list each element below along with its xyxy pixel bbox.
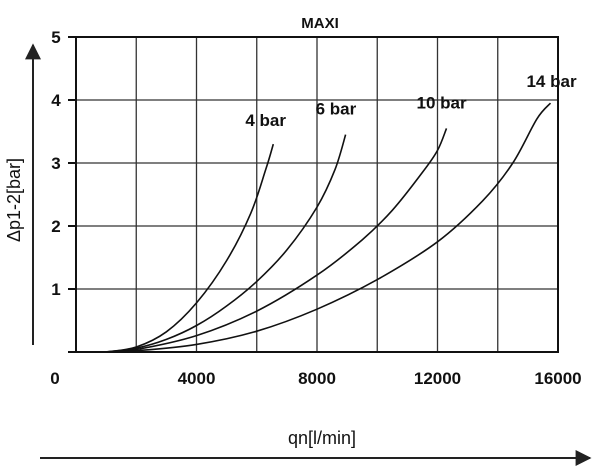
series-label: 14 bar [526,72,576,91]
x-tick-label: 8000 [298,369,336,388]
series-line-14-bar [106,102,552,353]
plot-border [75,36,559,353]
x-tick-label: 12000 [414,369,461,388]
labels: MAXI qn[l/min] Δp1-2[bar] [4,15,356,448]
series-label: 4 bar [245,111,286,130]
grid [76,37,558,352]
series-line-6-bar [106,134,347,353]
series-label: 6 bar [316,100,357,119]
chart-title: MAXI [301,15,339,32]
y-tick-label: 1 [51,280,60,299]
series-label: 10 bar [417,93,467,112]
x-axis-label: qn[l/min] [288,428,356,448]
plot-frame [68,36,559,353]
series-line-4-bar [105,143,275,353]
series-line-10-bar [106,128,448,353]
y-tick-label: 2 [51,217,60,236]
x-tick-label: 16000 [534,369,581,388]
curves: 4 bar 6 bar 10 bar 14 bar [105,72,577,353]
y-tick-label: 3 [51,154,60,173]
y-tick-label: 5 [51,28,60,47]
y-tick-label: 4 [51,91,61,110]
y-axis-label: Δp1-2[bar] [4,158,24,242]
x-tick-label: 4000 [178,369,216,388]
x-tick-label: 0 [50,369,59,388]
tick-labels: 0 4000 8000 12000 16000 1 2 3 4 5 [50,28,581,388]
